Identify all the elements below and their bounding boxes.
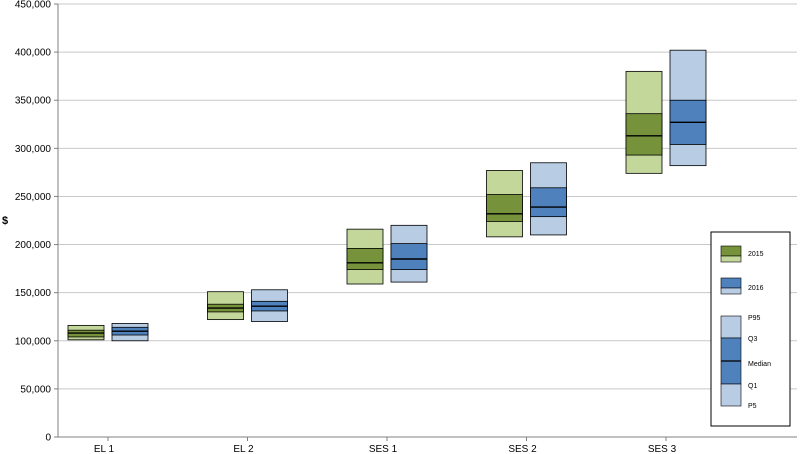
box-2016-el-2 [251, 289, 288, 322]
y-axis-label: $ [2, 215, 8, 227]
box-2016-ses-1 [390, 224, 428, 283]
box-q1-q3 [530, 187, 567, 218]
box-2015-el-1 [67, 324, 105, 341]
gridlines [58, 3, 797, 438]
x-tick-label: SES 2 [508, 444, 537, 454]
box-2016-ses-3 [669, 49, 707, 167]
x-tick-label: SES 1 [369, 444, 398, 454]
legend-swatch-2015-outer [720, 255, 742, 263]
y-tick-label: 100,000 [15, 336, 52, 347]
box-2015-ses-1 [346, 228, 384, 285]
legend-key-lower [720, 383, 742, 407]
box-series [67, 49, 707, 342]
legend-swatch-2016-outer [720, 287, 742, 295]
y-tick-label: 400,000 [15, 48, 52, 59]
legend-stat-q3: Q3 [748, 336, 757, 343]
y-tick-label: 350,000 [15, 96, 52, 107]
y-tick-label: 450,000 [15, 0, 52, 11]
legend-label-2016: 2016 [748, 285, 764, 292]
legend-label-2015: 2015 [748, 251, 764, 258]
box-q1-q3 [625, 113, 663, 156]
legend-stat-q1: Q1 [748, 383, 757, 390]
x-tick-label: SES 3 [648, 444, 677, 454]
box-2016-el-1 [111, 323, 149, 342]
y-axis: 0 50,000 100,000 150,000 200,000 250,000 300,0… [15, 0, 797, 444]
y-tick-label: 0 [45, 433, 51, 444]
legend-swatch-2015-inner [720, 245, 742, 257]
y-tick-label: 300,000 [15, 144, 52, 155]
y-tick-label: 200,000 [15, 240, 52, 251]
box-2015-ses-3 [625, 70, 663, 174]
box-2015-el-2 [207, 291, 244, 321]
box-q1-q3 [390, 243, 428, 270]
box-q1-q3 [346, 248, 384, 270]
x-tick-label: EL 2 [233, 444, 254, 454]
legend-stat-p5: P5 [748, 403, 757, 410]
legend: 2015 2016 P95 Q3 Median Q1 P5 [710, 231, 791, 427]
legend-stat-median: Median [748, 361, 771, 368]
box-2015-ses-2 [486, 170, 523, 238]
legend-swatch-2016-inner [720, 277, 742, 289]
x-axis: EL 1 EL 2 SES 1 SES 2 SES 3 [94, 437, 677, 454]
box-q1-q3 [486, 194, 523, 222]
y-tick-label: 250,000 [15, 192, 52, 203]
legend-key-upper [720, 315, 742, 339]
y-tick-label: 50,000 [20, 384, 51, 395]
x-tick-label: EL 1 [94, 444, 115, 454]
legend-stat-p95: P95 [748, 315, 761, 322]
box-2016-ses-2 [530, 162, 567, 236]
y-tick-label: 150,000 [15, 288, 52, 299]
